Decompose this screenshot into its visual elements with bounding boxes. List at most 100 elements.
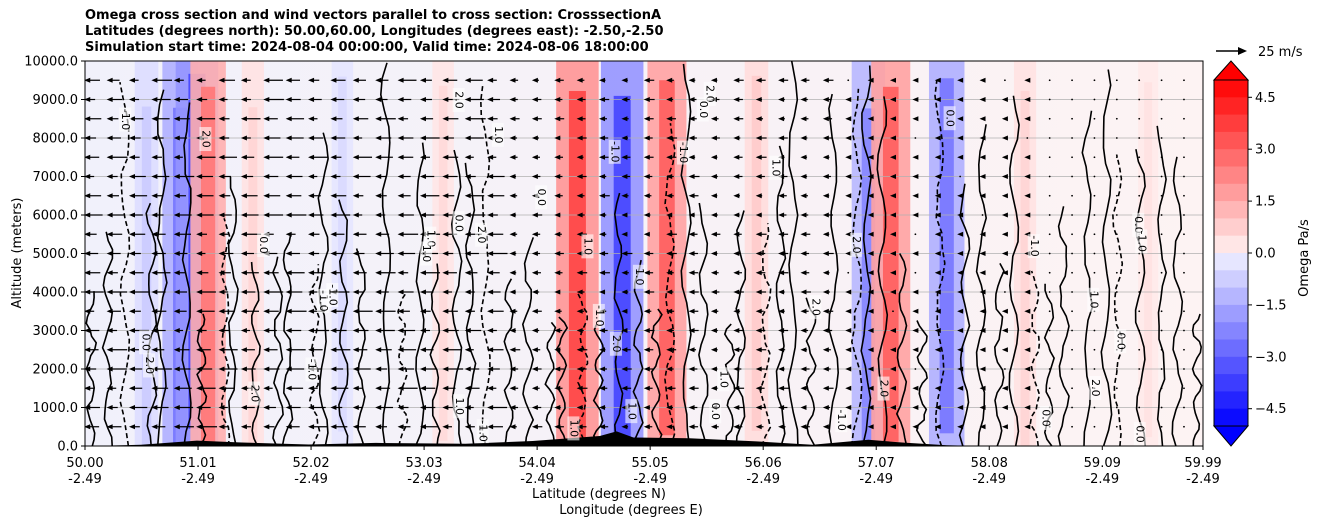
wind-vector-head (733, 405, 740, 410)
wind-vector-head (778, 116, 785, 122)
wind-vector-dot (892, 310, 894, 313)
wind-vector-head (733, 135, 740, 141)
wind-vector-head (285, 212, 292, 218)
wind-vector-head (173, 385, 180, 391)
colorbar-segment (1214, 391, 1248, 410)
wind-vector-head (778, 135, 785, 141)
wind-vector-head (531, 347, 538, 353)
wind-vector-head (419, 405, 426, 410)
wind-vector-head (822, 328, 829, 333)
wind-vector-head (509, 289, 516, 295)
y-axis: 0.0 1000.0 2000.0 3000.0 4000.0 5000.0 6000.0 7… (24, 55, 85, 455)
wind-vector-head (464, 154, 471, 160)
contour-line-negative (220, 218, 231, 446)
wind-vector-head (688, 289, 695, 295)
wind-vector-head (845, 347, 852, 353)
wind-vector-head (576, 347, 583, 353)
wind-vector-dot (847, 79, 850, 82)
wind-vector-head (151, 347, 158, 353)
contour-label-bg (491, 122, 504, 147)
contour-line (101, 231, 114, 446)
wind-vector-head (1024, 347, 1031, 353)
wind-vector-head (151, 97, 158, 102)
wind-vector-head (867, 231, 874, 237)
wind-vector-head (666, 77, 673, 83)
contour-line (958, 183, 971, 446)
wind-vector-head (1001, 308, 1008, 314)
wind-vector-head (196, 366, 203, 372)
quiver-key-arrow-head (1238, 47, 1247, 55)
wind-vector-dot (1071, 117, 1073, 120)
wind-vector-head (957, 212, 964, 218)
wind-vector-head (755, 193, 762, 199)
x-tick-label-lon: -2.49 (181, 472, 215, 487)
wind-vector-head (957, 193, 964, 199)
wind-vector-dot (1093, 329, 1096, 332)
wind-vector-head (1024, 424, 1031, 430)
wind-vector-dot (1071, 175, 1073, 178)
wind-vector-head (867, 385, 874, 391)
wind-vector-head (240, 385, 247, 391)
wind-vector-head (867, 270, 874, 276)
wind-vector-head (442, 366, 449, 372)
wind-vector-head (397, 212, 404, 218)
wind-vector-dot (1048, 137, 1051, 139)
wind-vector-dot (1048, 79, 1051, 82)
wind-vector-head (621, 154, 628, 160)
wind-vector-head (621, 174, 628, 179)
wind-vector-head (352, 405, 359, 410)
wind-vector-head (688, 77, 695, 83)
wind-vector-head (621, 289, 628, 295)
wind-vector-head (419, 366, 426, 372)
wind-vector-dot (1160, 425, 1163, 428)
wind-vector-head (800, 154, 807, 160)
wind-vector-head (106, 212, 113, 218)
wind-vector-head (599, 289, 606, 295)
wind-vector-head (129, 308, 136, 314)
wind-vector-head (464, 212, 471, 218)
wind-vector-head (755, 328, 762, 333)
wind-vector-head (912, 193, 919, 199)
contour-label-bg (199, 127, 212, 152)
wind-vector-head (85, 135, 91, 141)
wind-vector-head (710, 135, 717, 141)
wind-vector-head (397, 174, 404, 179)
wind-vector-head (733, 289, 740, 295)
wind-vector-dot (936, 117, 939, 120)
wind-vector-head (218, 174, 225, 179)
wind-vector-head (375, 289, 382, 295)
wind-vector-head (196, 77, 203, 83)
wind-vector-head (442, 347, 449, 353)
wind-vector-head (554, 251, 561, 256)
wind-vector-head (263, 193, 270, 199)
x-tick-label-lat: 56.06 (745, 456, 782, 471)
wind-vector-head (621, 77, 628, 83)
wind-vector-head (106, 347, 113, 353)
wind-vector-head (419, 116, 426, 122)
contour-line (355, 248, 366, 446)
wind-vector-head (240, 97, 247, 102)
wind-vector-head (1001, 212, 1008, 218)
wind-vector-head (666, 193, 673, 199)
wind-vector-head (352, 347, 359, 353)
wind-vector-head (554, 308, 561, 314)
wind-vector-head (375, 174, 382, 179)
wind-vector-head (979, 328, 986, 333)
wind-vector-head (822, 366, 829, 372)
wind-vector-head (308, 270, 315, 276)
wind-vector-head (688, 405, 695, 410)
wind-vector-head (218, 97, 225, 102)
wind-vector-head (1024, 174, 1031, 179)
contour-label: -1.0 (593, 305, 606, 326)
wind-vector-head (666, 289, 673, 295)
wind-vector-head (554, 212, 561, 218)
wind-vector-head (800, 366, 807, 372)
wind-vector-dot (1093, 214, 1096, 216)
wind-vector-dot (1115, 194, 1118, 197)
wind-vector-head (509, 405, 516, 410)
wind-vector-head (934, 270, 941, 276)
wind-vector-head (599, 385, 606, 391)
contour-line-negative (309, 264, 321, 446)
wind-vector-head (666, 328, 673, 333)
wind-vector-dot (914, 368, 917, 370)
